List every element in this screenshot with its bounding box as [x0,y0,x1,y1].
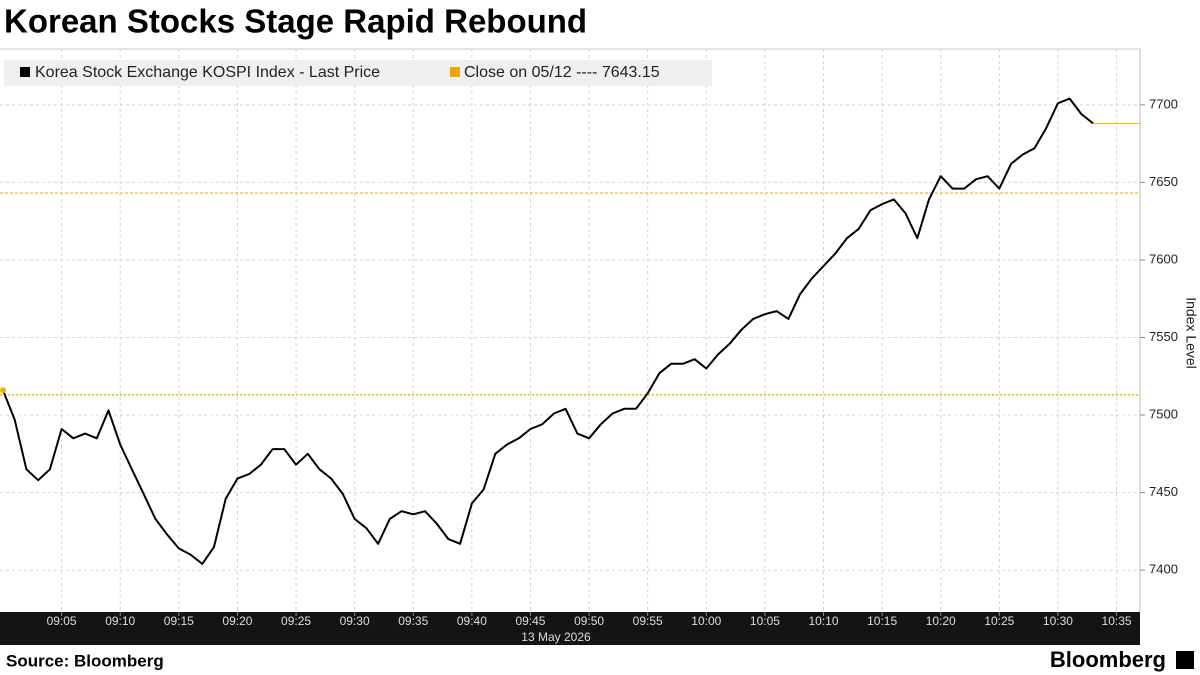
y-tick-label: 7650 [1149,174,1178,189]
brand-icon [1176,651,1194,669]
x-tick-label: 09:15 [164,614,194,628]
legend-box [4,60,712,86]
source: Source: Bloomberg [6,651,164,670]
x-tick-label: 10:15 [867,614,897,628]
x-tick-label: 09:35 [398,614,428,628]
x-tick-label: 09:20 [222,614,252,628]
y-tick-label: 7400 [1149,562,1178,577]
chart-title: Korean Stocks Stage Rapid Rebound [4,3,587,40]
x-tick-label: 09:05 [47,614,77,628]
legend-label: Close on 05/12 ---- 7643.15 [464,64,660,81]
x-tick-label: 10:05 [750,614,780,628]
legend-label: Korea Stock Exchange KOSPI Index - Last … [35,64,380,81]
x-tick-label: 10:00 [691,614,721,628]
y-tick-label: 7700 [1149,96,1178,111]
x-tick-label: 10:25 [984,614,1014,628]
x-tick-label: 09:40 [457,614,487,628]
first-point [0,387,6,394]
x-tick-label: 09:45 [515,614,545,628]
x-tick-label: 09:50 [574,614,604,628]
x-tick-label: 09:25 [281,614,311,628]
x-tick-label: 09:10 [105,614,135,628]
x-tick-label: 10:20 [926,614,956,628]
y-tick-label: 7550 [1149,329,1178,344]
y-tick-label: 7600 [1149,251,1178,266]
x-tick-label: 09:30 [340,614,370,628]
y-tick-label: 7450 [1149,484,1178,499]
legend-swatch [450,67,460,77]
x-tick-label: 10:10 [808,614,838,628]
x-tick-label: 10:35 [1102,614,1132,628]
x-axis-band [0,612,1140,645]
legend-swatch [20,67,30,77]
x-tick-label: 09:55 [633,614,663,628]
y-tick-label: 7500 [1149,406,1178,421]
x-tick-label: 10:30 [1043,614,1073,628]
brand: Bloomberg [1050,647,1166,672]
price-line [2,97,1094,565]
y-axis-label: Index Level [1183,297,1199,369]
x-axis-label: 13 May 2026 [521,630,591,644]
